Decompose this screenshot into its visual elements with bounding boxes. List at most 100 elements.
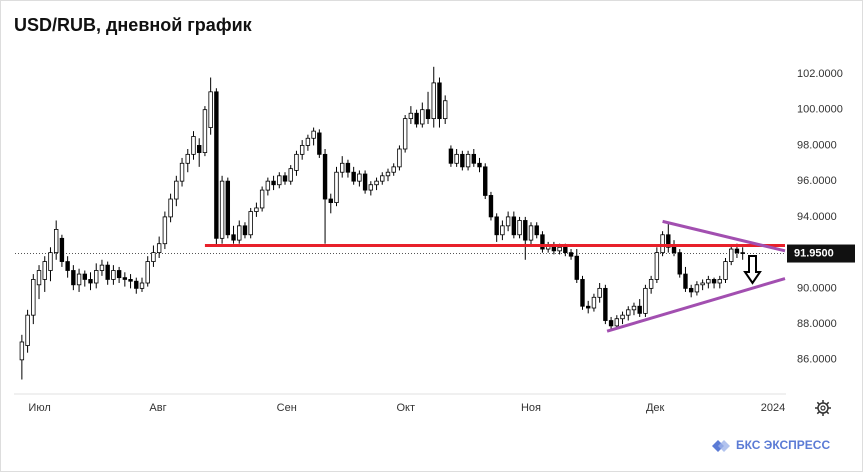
x-tick-label: Ноя xyxy=(521,402,541,414)
candle-body xyxy=(59,237,65,262)
candle-body xyxy=(139,282,145,289)
candle-body xyxy=(677,252,682,275)
candle-body xyxy=(76,273,82,286)
candle-body xyxy=(660,234,665,254)
candle-body xyxy=(299,145,305,155)
y-tick-label: 96.0000 xyxy=(797,175,837,187)
logo: БКС ЭКСПРЕСС xyxy=(712,438,830,452)
candle-body xyxy=(500,225,505,236)
candle-body xyxy=(282,175,288,182)
candle-body xyxy=(48,252,53,271)
candle-body xyxy=(511,216,517,236)
candle-body xyxy=(362,173,368,191)
candle-body xyxy=(208,91,213,128)
candle-body xyxy=(214,91,219,239)
candle-body xyxy=(408,112,414,120)
candle-body xyxy=(523,220,528,241)
candle-body xyxy=(380,175,385,182)
candle-body xyxy=(626,309,631,316)
candle-body xyxy=(111,270,116,280)
candle-body xyxy=(557,246,562,252)
candle-body xyxy=(431,82,436,120)
candle-body xyxy=(717,279,722,284)
candle-body xyxy=(105,264,110,280)
candle-body xyxy=(494,216,499,236)
candle-body xyxy=(374,180,379,186)
footer-brand: БКС ЭКСПРЕСС xyxy=(736,438,830,452)
y-tick-label: 86.0000 xyxy=(797,354,837,366)
settings-icon[interactable] xyxy=(815,400,831,416)
candle-body xyxy=(471,153,476,164)
candle-body xyxy=(254,207,259,212)
candle-body xyxy=(414,112,419,125)
candle-body xyxy=(71,270,76,286)
candle-body xyxy=(402,118,408,150)
candle-body xyxy=(654,252,660,280)
candle-body xyxy=(237,225,242,241)
candle-body xyxy=(242,225,248,236)
candle-body xyxy=(614,318,620,327)
candle-body xyxy=(597,287,602,298)
candle-body xyxy=(734,248,740,254)
last-price-box xyxy=(787,244,855,263)
y-tick-label: 90.0000 xyxy=(797,282,837,294)
candle-body xyxy=(688,287,694,293)
candle-body xyxy=(156,243,162,254)
candle-body xyxy=(454,153,459,164)
candle-body xyxy=(99,264,105,271)
candle-body xyxy=(591,296,597,309)
candle-body xyxy=(31,279,36,316)
candle-body xyxy=(666,234,671,248)
candle-body xyxy=(340,162,345,173)
candle-body xyxy=(694,284,700,293)
candle-body xyxy=(442,100,448,120)
candle-body xyxy=(437,82,442,120)
candle-body xyxy=(351,171,356,182)
x-tick-label: Авг xyxy=(149,402,166,414)
candle-body xyxy=(225,180,231,236)
candle-body xyxy=(294,153,299,171)
candle-body xyxy=(65,261,70,271)
candle-body xyxy=(197,145,202,153)
candle-body xyxy=(683,273,688,289)
candle-body xyxy=(586,305,591,309)
candle-body xyxy=(723,261,728,280)
candle-body xyxy=(505,216,511,227)
candle-body xyxy=(448,148,454,164)
candle-body xyxy=(265,180,271,191)
candle-body xyxy=(460,153,465,168)
candle-body xyxy=(534,225,539,236)
candle-body xyxy=(671,246,677,254)
candle-body xyxy=(345,162,351,173)
candle-body xyxy=(631,305,637,311)
candle-body xyxy=(134,280,139,289)
candle-body xyxy=(145,261,150,284)
candle-body xyxy=(391,166,396,173)
candle-body xyxy=(231,234,236,241)
candle-body xyxy=(191,136,196,155)
candle-body xyxy=(568,252,574,257)
y-tick-label: 102.0000 xyxy=(797,68,843,80)
candle-body xyxy=(174,180,179,200)
candle-body xyxy=(368,184,374,191)
candle-body xyxy=(88,279,93,284)
candle-body xyxy=(168,198,173,218)
candle-body xyxy=(711,279,717,284)
candle-body xyxy=(580,279,585,307)
candle-body xyxy=(36,270,42,286)
candle-body xyxy=(271,180,276,186)
candle-body xyxy=(465,153,471,168)
candle-body xyxy=(706,279,711,284)
candle-body xyxy=(700,282,705,286)
candle-body xyxy=(305,137,311,146)
candle-body xyxy=(179,162,185,182)
candle-body xyxy=(517,220,522,236)
chart-title: USD/RUB, дневной график xyxy=(14,15,253,35)
candle-body xyxy=(563,246,568,254)
x-tick-label: Дек xyxy=(646,402,665,414)
candle-body xyxy=(322,153,328,200)
candle-body xyxy=(185,153,190,164)
candle-body xyxy=(397,148,402,168)
